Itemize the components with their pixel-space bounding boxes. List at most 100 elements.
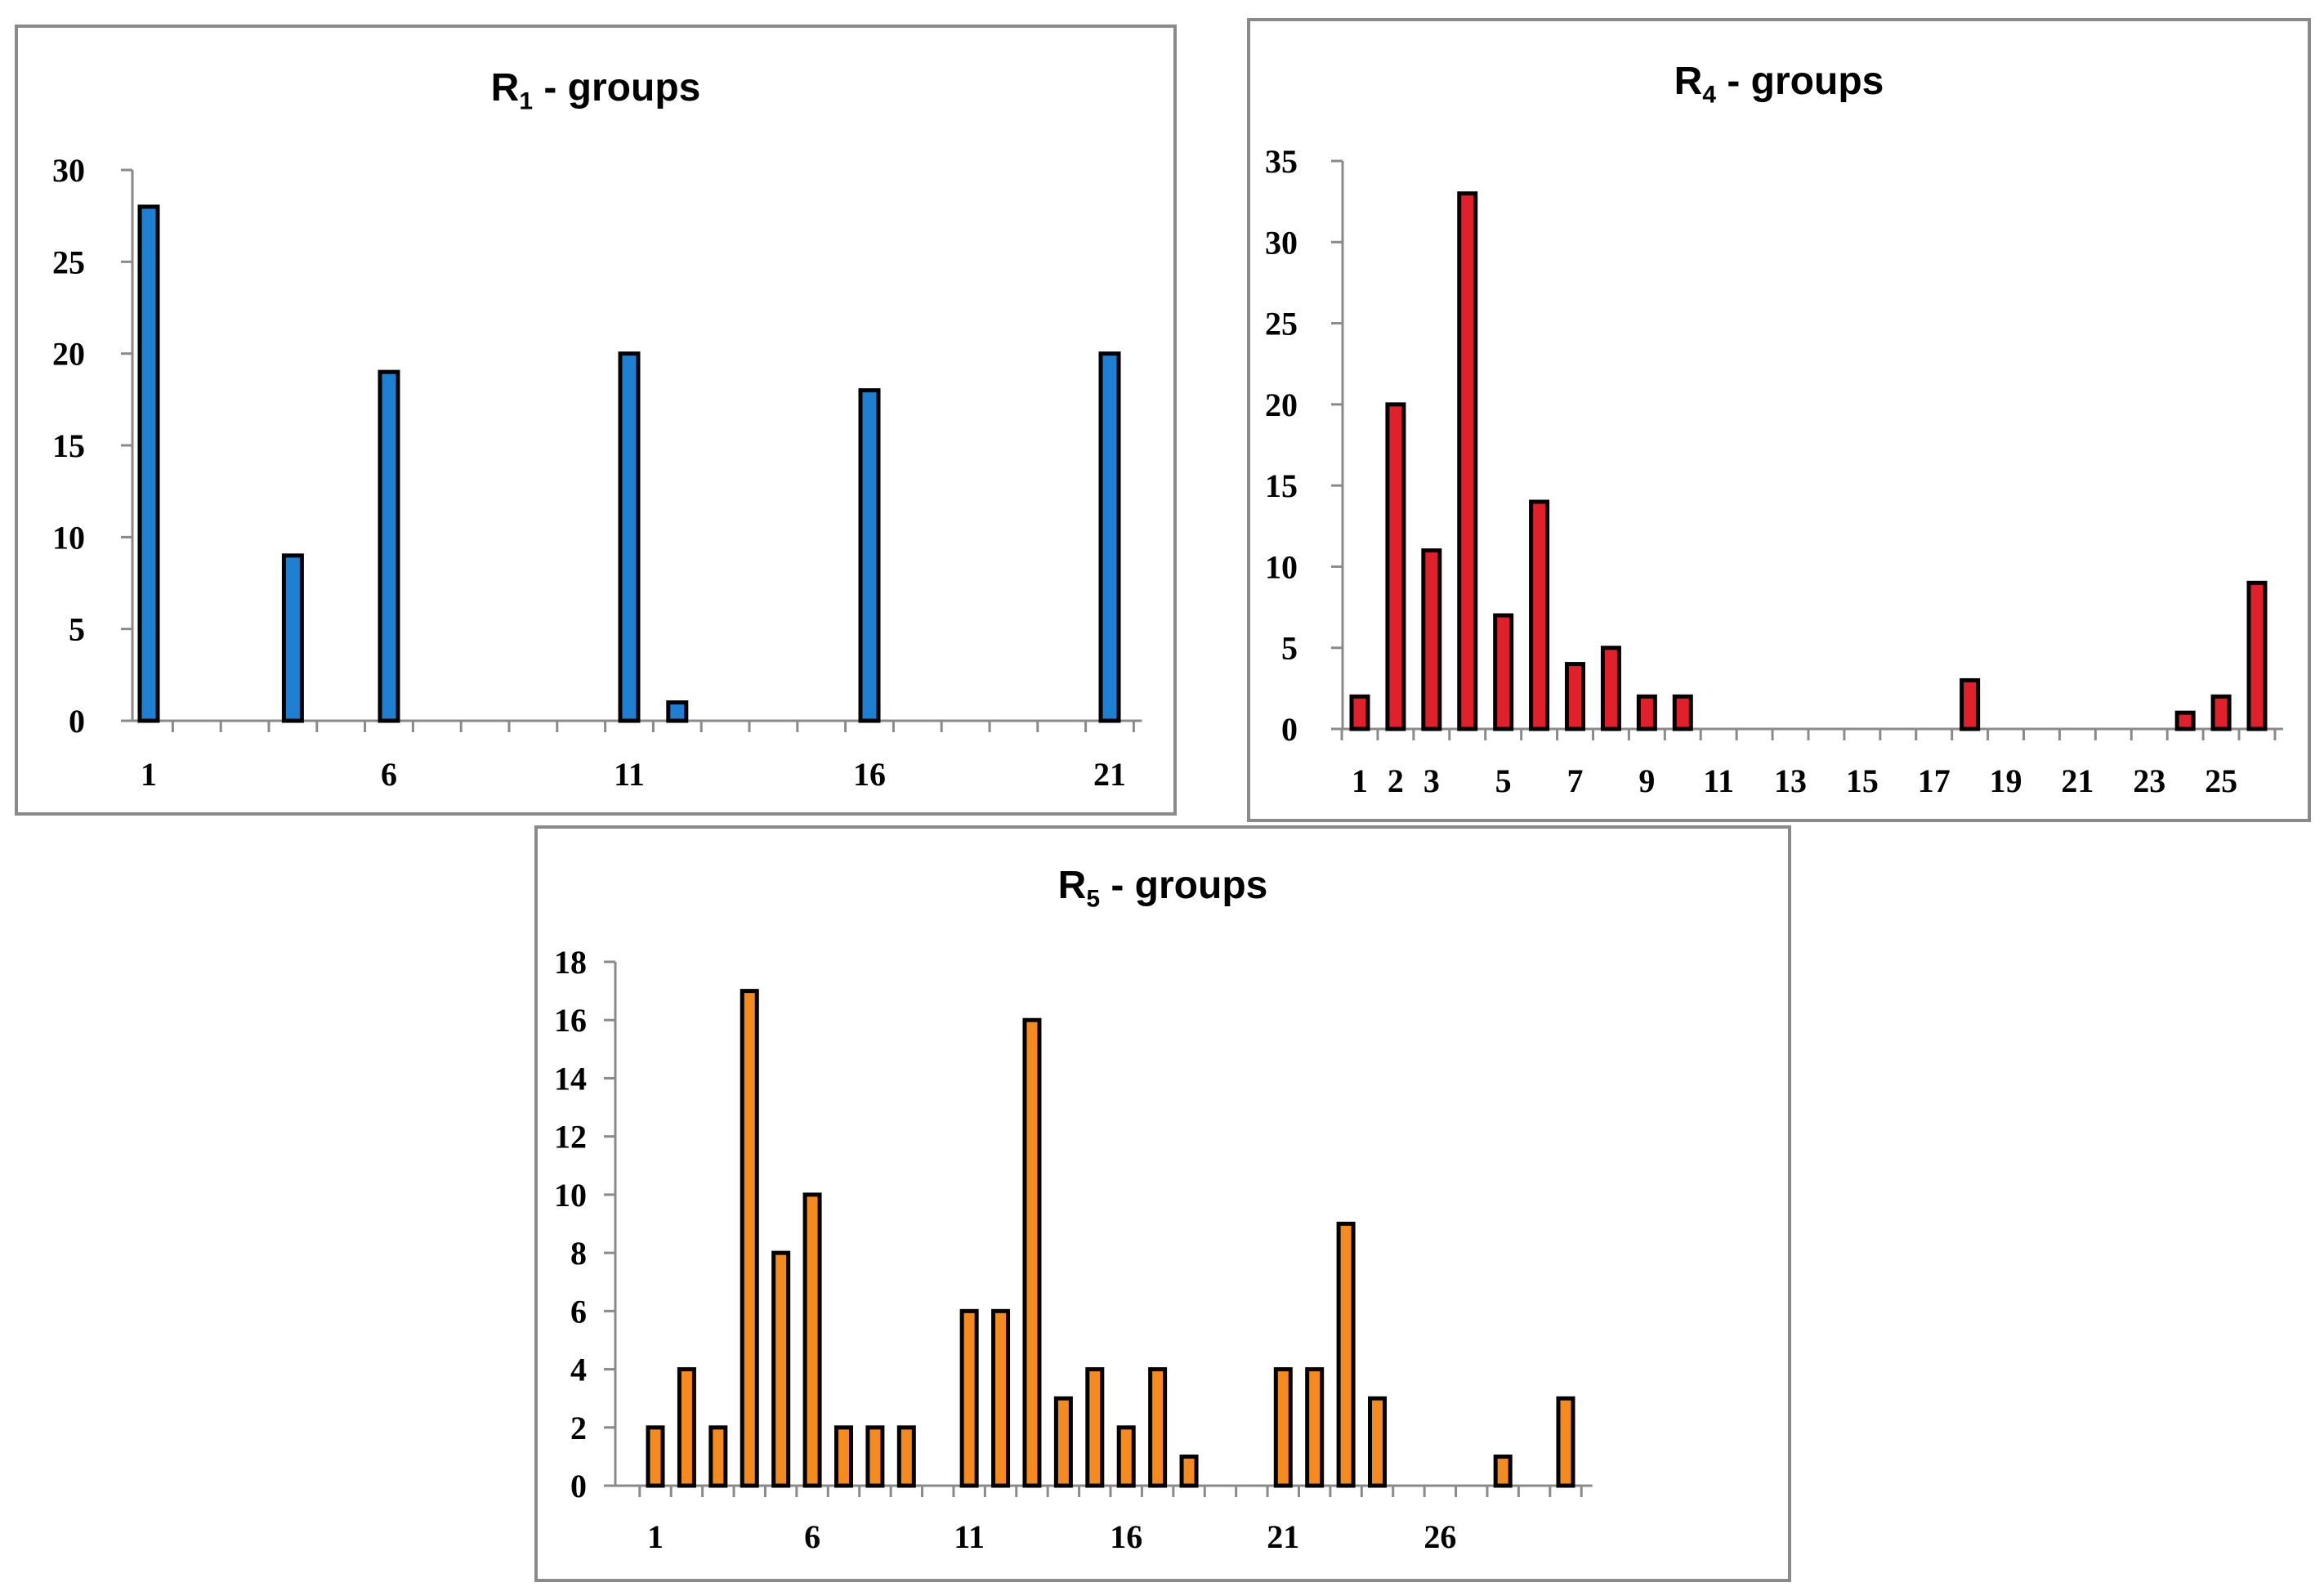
x-tick-label: 11 (954, 1518, 985, 1555)
x-tick-label: 3 (1423, 762, 1440, 799)
x-tick-label: 6 (381, 756, 397, 793)
bar (1556, 1396, 1575, 1488)
x-tick-label: 16 (1110, 1518, 1142, 1555)
y-tick-label: 8 (570, 1235, 587, 1272)
x-tick-label: 2 (1388, 762, 1404, 799)
y-tick-label: 15 (52, 427, 85, 464)
x-tick-label: 15 (1846, 762, 1879, 799)
bar (646, 1425, 665, 1488)
y-tick-label: 0 (570, 1468, 587, 1504)
bar (858, 388, 881, 723)
bar (618, 351, 641, 723)
y-tick-label: 25 (1265, 306, 1298, 342)
bar (281, 553, 304, 723)
bar (1529, 499, 1550, 731)
bar (1493, 613, 1514, 731)
y-tick-label: 25 (52, 244, 85, 280)
y-tick-label: 20 (52, 336, 85, 373)
x-tick-label: 7 (1567, 762, 1584, 799)
y-tick-label: 5 (69, 611, 85, 648)
bar (1493, 1454, 1513, 1488)
y-tick-label: 35 (1265, 143, 1298, 180)
bar (2174, 710, 2196, 731)
bar (1457, 191, 1478, 731)
y-tick-label: 30 (52, 152, 85, 189)
bar (1421, 548, 1442, 731)
y-tick-label: 10 (554, 1177, 587, 1214)
bar (1179, 1454, 1199, 1488)
x-tick-label: 21 (2061, 762, 2094, 799)
x-tick-label: 5 (1495, 762, 1512, 799)
bar (1085, 1367, 1105, 1488)
x-tick-label: 26 (1423, 1518, 1456, 1555)
bar (1349, 694, 1370, 731)
y-tick-label: 10 (52, 519, 85, 556)
y-tick-label: 30 (1265, 224, 1298, 261)
bar (1368, 1396, 1388, 1488)
y-tick-label: 16 (554, 1002, 587, 1039)
chart-r5-groups: R5 - groups 0 2 4 6 8 10 12 14 16 18 1 6 11 16 21 26 (534, 825, 1791, 1582)
x-tick-label: 16 (853, 756, 886, 793)
y-tick-label: 18 (554, 944, 587, 981)
bar (1305, 1367, 1325, 1488)
y-tick-label: 14 (554, 1060, 587, 1097)
bar (1385, 402, 1406, 731)
bar (802, 1192, 822, 1488)
chart-r1-groups: R1 - groups 0 5 10 15 20 25 30 1 6 11 16 21 (15, 25, 1177, 816)
x-tick-label: 11 (1703, 762, 1734, 799)
x-tick-label: 6 (804, 1518, 820, 1555)
bar (137, 204, 160, 723)
y-tick-label: 12 (554, 1119, 587, 1156)
x-tick-label: 1 (647, 1518, 664, 1555)
chart-title: R4 - groups (1674, 60, 1884, 109)
chart-title: R5 - groups (1057, 864, 1268, 913)
x-tick-label: 21 (1093, 756, 1126, 793)
y-tick-label: 10 (1265, 548, 1298, 585)
x-tick-label: 21 (1267, 1518, 1299, 1555)
bar (708, 1425, 728, 1488)
bar (1022, 1017, 1042, 1488)
y-tick-label: 6 (570, 1293, 587, 1330)
bar (677, 1367, 696, 1488)
y-tick-label: 5 (1281, 630, 1298, 667)
bar (1336, 1222, 1356, 1488)
chart-title: R1 - groups (490, 66, 701, 115)
bar (834, 1425, 853, 1488)
bar (1116, 1425, 1136, 1488)
y-tick-label: 0 (69, 703, 85, 740)
bar (666, 700, 689, 723)
x-tick-label: 1 (141, 756, 157, 793)
x-tick-label: 9 (1638, 762, 1655, 799)
y-tick-label: 2 (570, 1410, 587, 1446)
bar (1636, 694, 1657, 731)
x-tick-label: 25 (2205, 762, 2237, 799)
x-tick-label: 13 (1774, 762, 1807, 799)
bar (865, 1425, 885, 1488)
bar (1600, 646, 1621, 731)
bar (740, 989, 759, 1488)
bar (991, 1308, 1011, 1488)
chart-r4-groups: R4 - groups 0 5 10 15 20 25 30 35 1 2 3 5 7 9 11 13 15 17… (1247, 18, 2311, 822)
bar (896, 1425, 916, 1488)
y-tick-label: 0 (1281, 711, 1298, 748)
y-tick-label: 4 (570, 1352, 587, 1388)
x-tick-label: 23 (2133, 762, 2165, 799)
bar (1148, 1367, 1168, 1488)
bar (771, 1250, 791, 1488)
bar (2210, 694, 2232, 731)
bar (1565, 662, 1586, 731)
bar (1273, 1367, 1293, 1488)
x-tick-label: 19 (1990, 762, 2022, 799)
bar (1672, 694, 1693, 731)
bar (1053, 1396, 1073, 1488)
bar (2246, 580, 2268, 731)
bar (959, 1308, 979, 1488)
x-tick-label: 17 (1918, 762, 1951, 799)
y-tick-label: 20 (1265, 387, 1298, 423)
bar (378, 369, 400, 723)
x-tick-label: 1 (1352, 762, 1368, 799)
bar (1098, 351, 1121, 723)
